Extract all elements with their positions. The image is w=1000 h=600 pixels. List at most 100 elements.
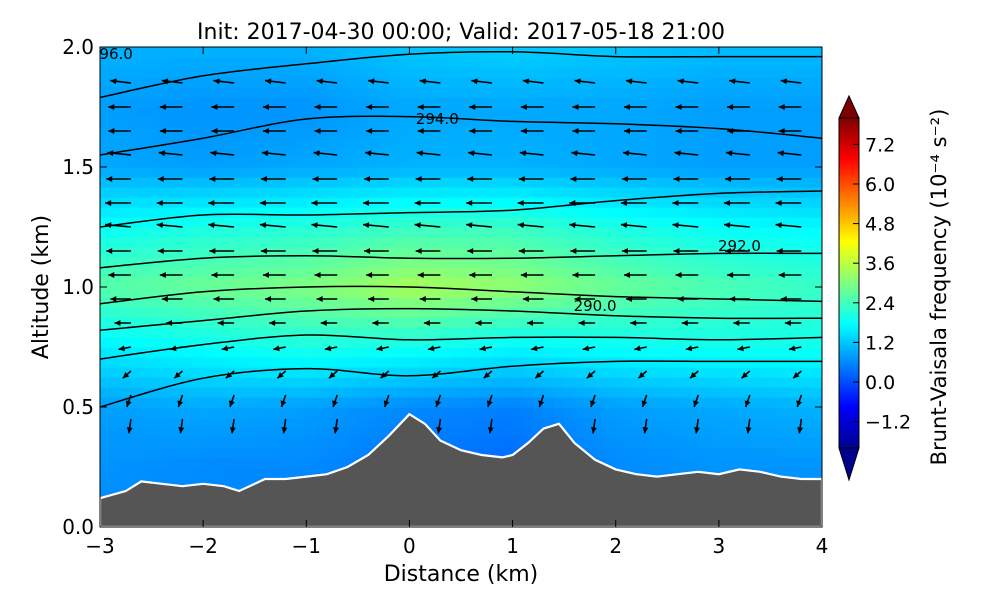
wind-arrow [159,128,183,134]
field-cell [512,67,524,78]
field-cell [295,107,307,118]
field-cell [656,447,668,458]
field-cell [234,207,245,218]
field-cell [502,227,514,238]
field-cell [626,287,637,298]
field-cell [182,227,194,238]
field-cell [254,97,266,108]
field-cell [192,297,204,308]
field-cell [151,237,163,248]
field-cell [409,307,421,318]
field-cell [687,257,699,268]
field-cell [265,357,276,368]
field-cell [636,127,648,138]
field-cell [110,257,122,268]
terrain [100,412,822,527]
field-cell [481,387,493,398]
field-cell [471,447,483,458]
field-cell [791,297,802,308]
field-cell [399,357,411,368]
field-cell [553,227,565,238]
field-cell [254,407,266,418]
field-cell [646,277,658,288]
field-cell [626,47,637,58]
field-cell [801,107,813,118]
field-cell [223,347,235,358]
field-cell [172,187,184,198]
field-cell [430,277,441,288]
field-cell [656,467,668,478]
field-cell [708,257,720,268]
field-cell [718,117,730,128]
field-cell [141,147,153,158]
field-cell [440,217,452,228]
field-cell [502,77,514,88]
field-cell [234,57,245,68]
field-cell [161,337,173,348]
field-cell [223,387,235,398]
field-cell [120,247,132,258]
field-cell [491,257,503,268]
x-tick-label: −1 [292,534,321,558]
field-cell [203,107,215,118]
field-cell [687,207,699,218]
field-cell [440,317,452,328]
field-cell [749,197,761,208]
field-cell [430,217,441,228]
field-cell [192,127,204,138]
field-cell [780,467,792,478]
field-cell [316,367,328,378]
field-cell [275,407,287,418]
field-cell [430,247,441,258]
field-cell [811,137,822,148]
field-cell [265,467,276,478]
field-cell [161,327,173,338]
field-cell [141,417,153,428]
field-cell [780,447,792,458]
field-cell [481,347,493,358]
field-cell [130,417,142,428]
field-cell [357,187,369,198]
field-cell [801,167,813,178]
field-cell [553,307,565,318]
field-cell [326,67,338,78]
field-cell [708,397,720,408]
field-cell [636,367,648,378]
field-cell [461,67,472,78]
field-cell [729,87,741,98]
field-cell [120,67,132,78]
field-cell [213,387,225,398]
field-cell [811,357,822,368]
field-cell [430,187,441,198]
field-cell [399,287,411,298]
field-cell [667,187,679,198]
field-cell [698,137,710,148]
field-cell [337,337,349,348]
field-cell [347,167,359,178]
field-cell [502,357,514,368]
field-cell [667,297,679,308]
field-cell [378,367,390,378]
field-cell [388,97,400,108]
field-cell [440,287,452,298]
field-cell [430,267,441,278]
field-cell [130,337,142,348]
field-cell [275,217,287,228]
field-cell [574,287,586,298]
field-cell [770,287,782,298]
field-cell [729,257,741,268]
field-cell [595,207,606,218]
field-cell [481,247,493,258]
field-cell [667,347,679,358]
field-cell [595,287,606,298]
field-cell [811,257,822,268]
field-cell [667,157,679,168]
field-cell [130,237,142,248]
field-cell [729,157,741,168]
field-cell [223,277,235,288]
field-cell [636,327,648,338]
field-cell [275,427,287,438]
field-cell [306,317,318,328]
field-cell [192,207,204,218]
field-cell [182,187,194,198]
